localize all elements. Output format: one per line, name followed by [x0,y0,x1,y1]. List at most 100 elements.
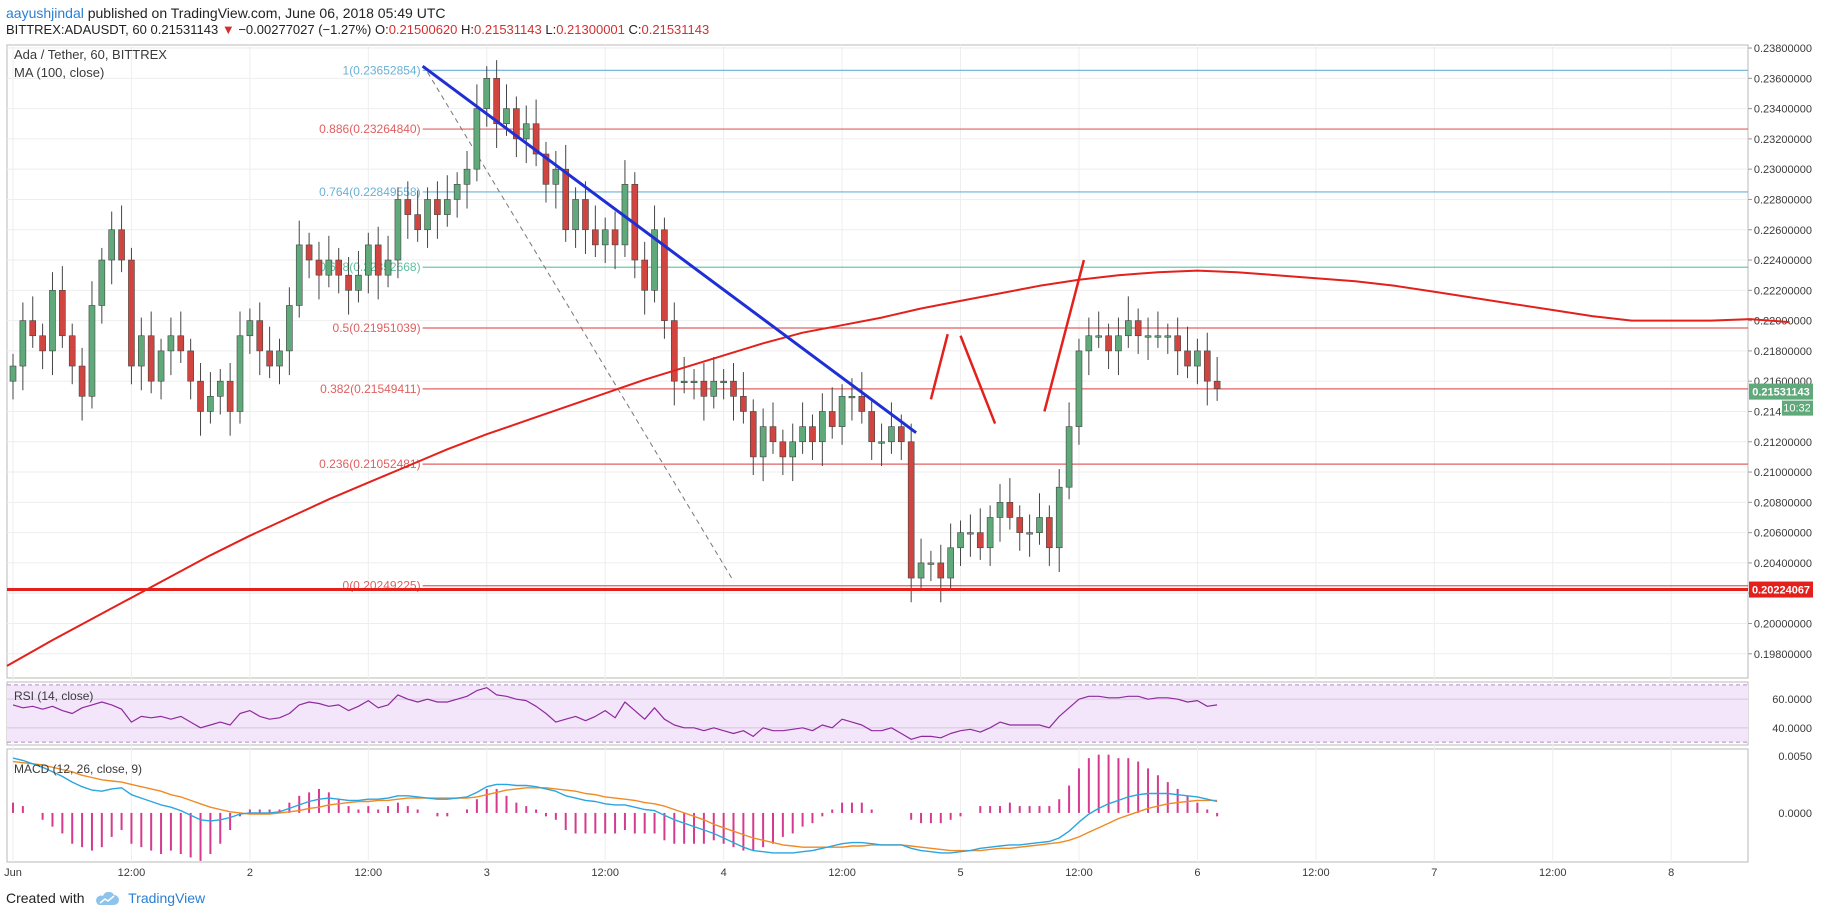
candle-body [513,108,520,140]
candle-body [967,532,974,535]
candle-body [661,229,668,321]
time-axis-label: 7 [1431,867,1437,879]
price-change: −0.00277027 (−1.27%) [238,22,372,37]
time-axis-label: 12:00 [1302,867,1330,879]
ma100-line [6,269,1790,667]
candle-body [897,426,905,443]
candle-body [1085,335,1093,352]
candle-body [1194,350,1201,367]
candle-body [690,380,698,383]
candle-body [453,184,461,200]
candle-body [552,168,560,185]
candle-body [286,305,293,352]
macd-axis-label: 0.0000 [1778,808,1812,820]
candle-body [917,562,925,579]
candle-body [266,350,273,367]
candle-body [177,335,185,352]
countdown-label: 10:32 [1783,403,1811,415]
rsi-axis-label: 60.0000 [1772,694,1812,706]
chart-header: aayushjindal published on TradingView.co… [0,0,1824,40]
fib-level-label: 0.764(0.22849558) [319,185,420,199]
candle-body [592,229,599,246]
candle-body [1164,335,1172,338]
candle-body [463,168,471,185]
candle-body [878,441,885,444]
created-with-text: Created with [6,890,85,906]
candle-body [503,108,510,125]
candle-body [710,380,718,397]
macd-line [12,757,1218,854]
candle-body [1095,335,1102,338]
candle-body [700,380,708,397]
candle-body [976,532,984,549]
macd-axis-label: 0.0050 [1778,751,1812,763]
high-value: 0.21531143 [474,22,542,37]
fib-level-label: 1(0.23652854) [343,63,421,77]
candle-body [147,335,155,382]
candle-body [384,259,392,276]
time-axis-label: 12:00 [355,867,383,879]
countdown-badge [1782,400,1813,416]
candle-body [611,229,619,246]
close-value: 0.21531143 [641,22,710,37]
high-label: H: [461,22,475,37]
candle-body [1036,517,1043,533]
price-axis-label: 0.23000000 [1754,164,1812,176]
candle-body [424,199,431,231]
price-axis-label: 0.20600000 [1754,528,1812,540]
tradingview-link[interactable]: TradingView [128,890,206,906]
candle-body [828,411,836,427]
time-axis-label: Jun [4,867,22,879]
candle-body [888,426,895,443]
candle-body [1105,335,1112,352]
time-axis-label: 12:00 [591,867,619,879]
candle-body [749,411,757,458]
low-label: L: [545,22,557,37]
candle-body [39,335,46,352]
candle-body [740,396,747,412]
time-axis-label: 6 [1194,867,1200,879]
published-text: published on TradingView.com, June 06, 2… [83,5,446,21]
rsi-band [7,684,1748,743]
fib-level-label: 0.5(0.21951039) [333,321,421,335]
candle-body [522,123,530,140]
candle-body [226,380,234,412]
candle-body [1154,335,1162,338]
candle-body [434,199,441,215]
fib-level-label: 0.382(0.21549411) [320,382,421,396]
time-axis-label: 12:00 [118,867,146,879]
candle-body [1046,517,1053,549]
candle-body [236,335,244,412]
chart-title: Ada / Tether, 60, BITTREX [14,47,167,62]
time-axis-label: 12:00 [1065,867,1093,879]
candle-body [493,78,500,125]
candle-body [483,78,491,109]
trading-chart[interactable]: Jun 12:00 2 12:00 3 12:00 4 12:00 5 12:00 6 12:00 7 1… [0,40,1824,886]
price-axis-label: 0.23600000 [1754,73,1812,85]
author-link[interactable]: aayushjindal [6,5,84,21]
tradingview-cloud-icon[interactable] [94,892,120,906]
candle-body [256,320,264,352]
candle-body [1144,335,1152,338]
candle-body [986,517,994,549]
price-axis-label: 0.21800000 [1754,346,1812,358]
candle-body [9,365,17,382]
candle-body [769,426,777,443]
candle-body [1125,320,1132,337]
price-axis-label: 0.23200000 [1754,134,1812,146]
candle-body [799,426,806,443]
candle-body [1174,335,1181,352]
publish-info: aayushjindal published on TradingView.co… [6,5,446,21]
candle-body [157,350,165,382]
candle-body [848,396,856,399]
support-price-badge [1749,581,1813,598]
candle-body [1075,350,1083,427]
ohlc-summary: BITTREX:ADAUSDT, 60 0.21531143 ▼ −0.0027… [6,22,709,37]
candle-body [138,335,145,367]
candle-body [759,426,767,458]
price-pane [6,44,1749,679]
last-price-label: 0.21531143 [1752,387,1810,399]
price-axis-label: 0.20800000 [1754,497,1812,509]
candle-body [404,199,412,215]
macd-label: MACD (12, 26, close, 9) [14,762,142,776]
